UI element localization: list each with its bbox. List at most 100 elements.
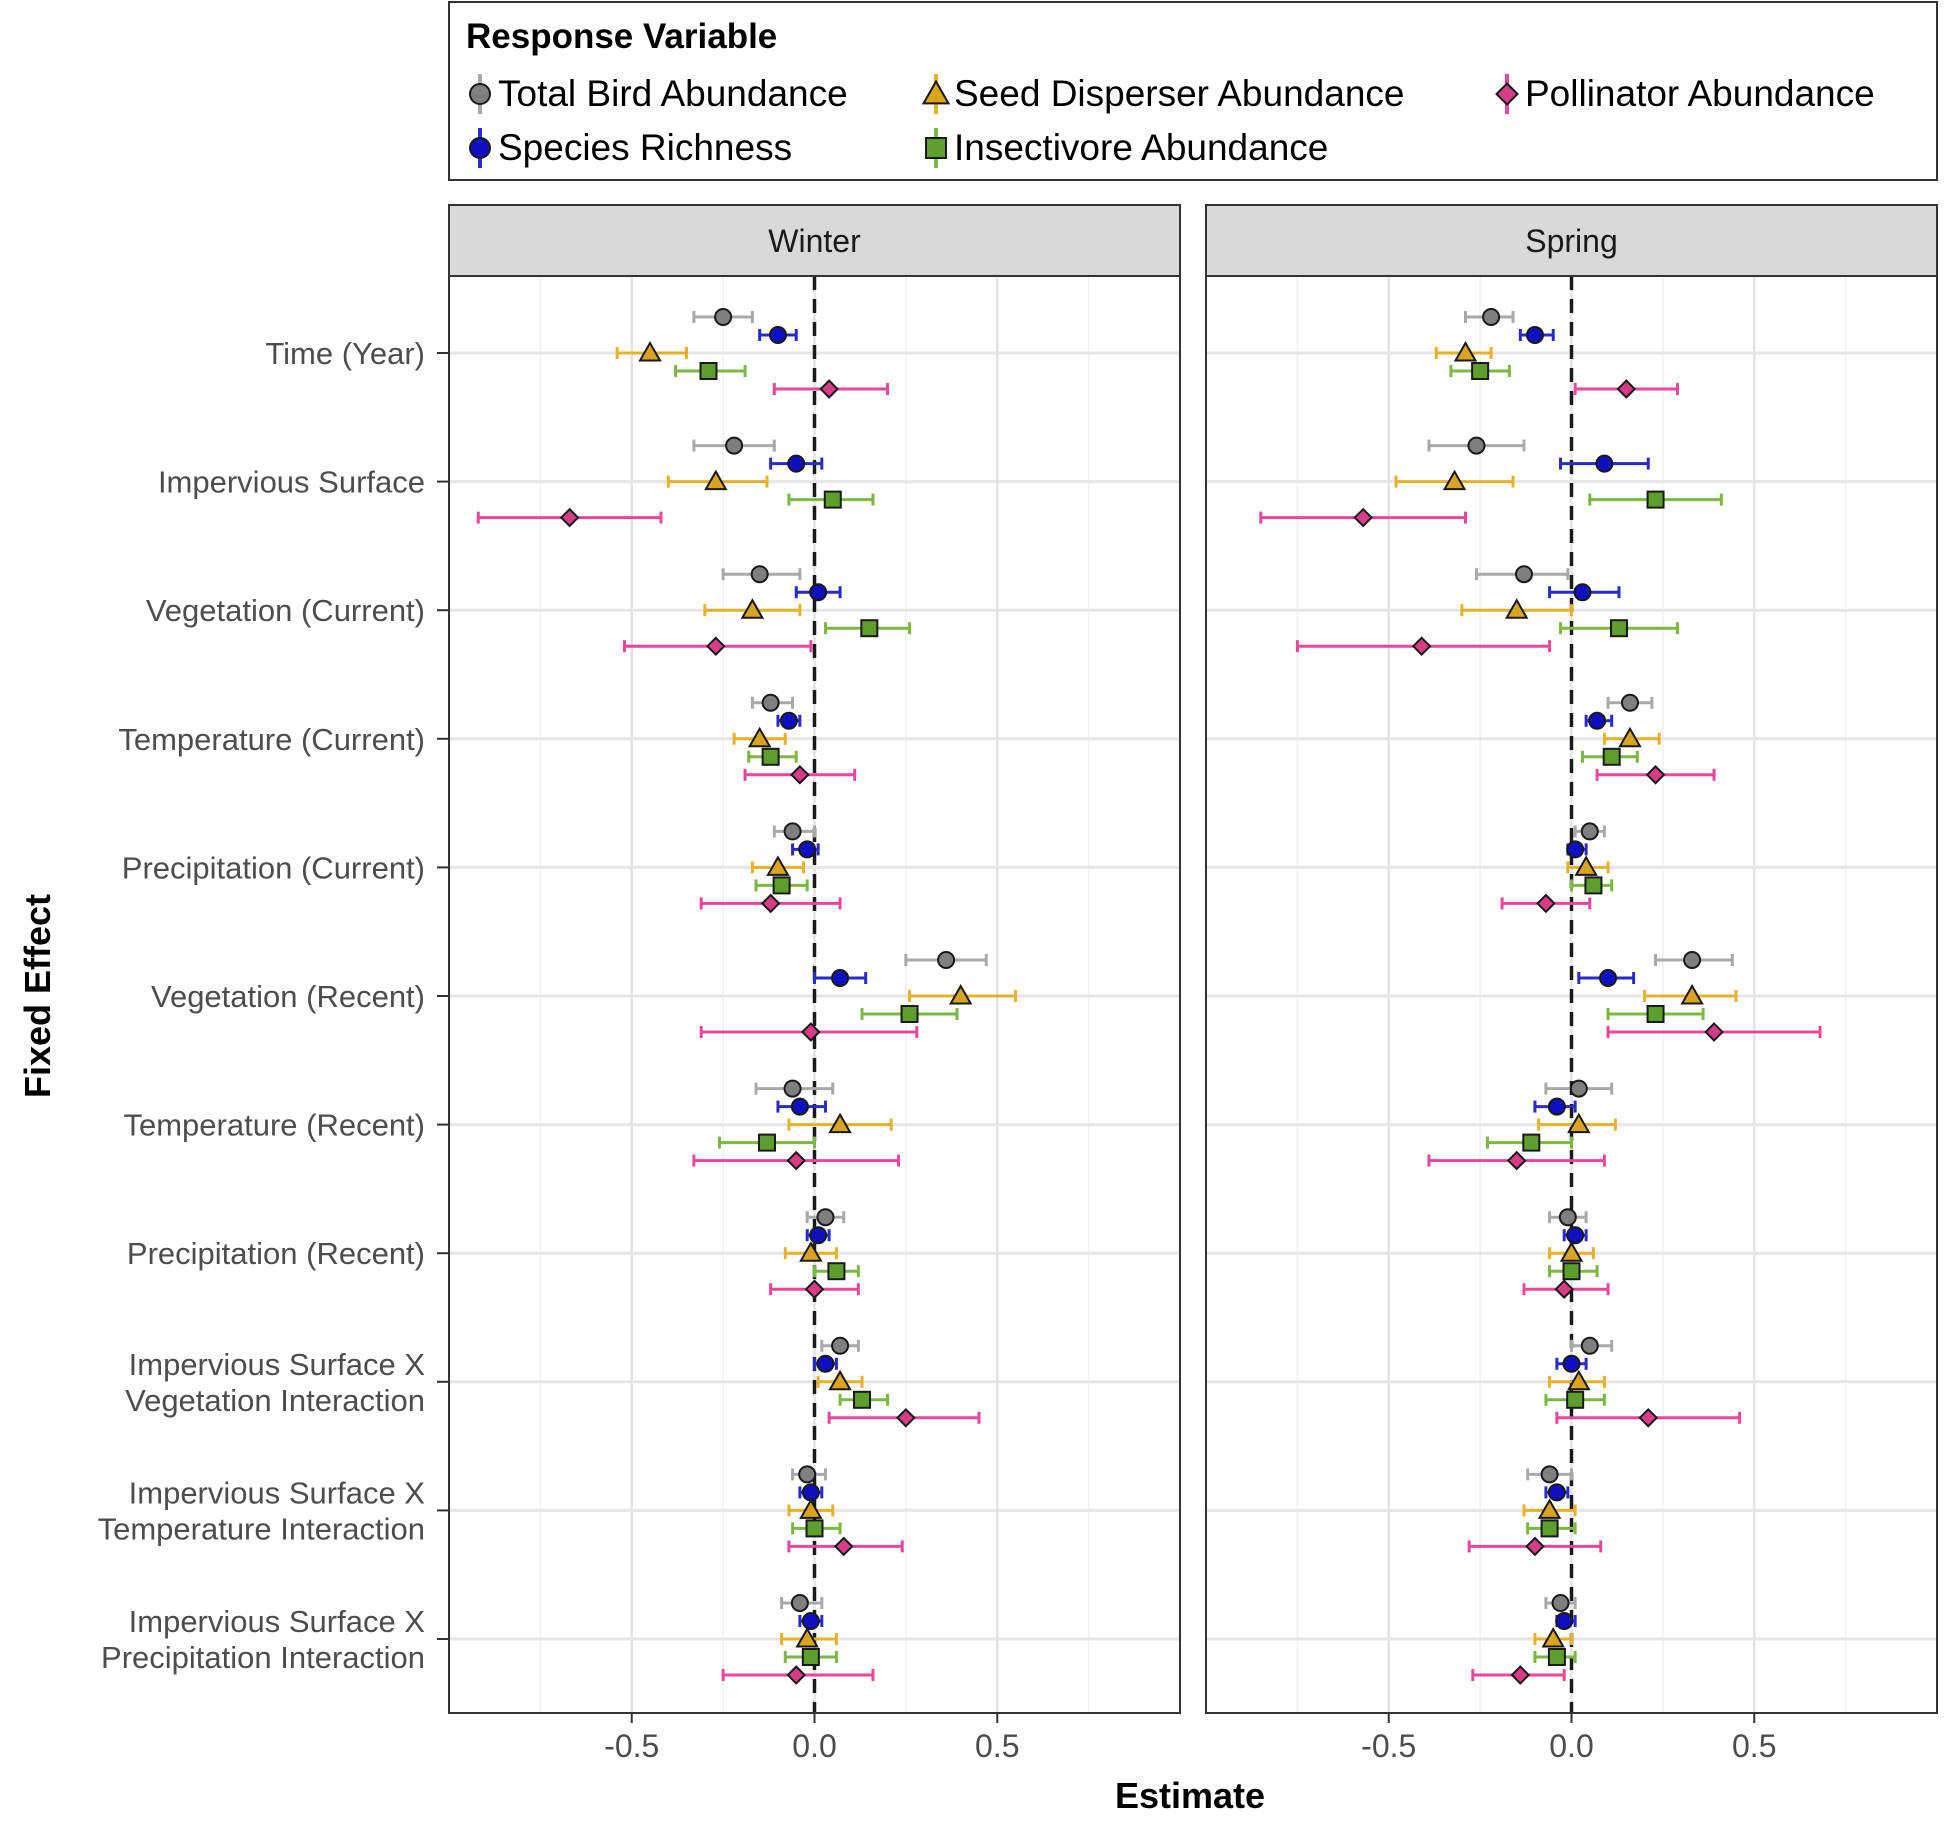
point-insectivore-abundance	[1566, 1390, 1585, 1409]
point-insectivore-abundance	[1540, 1519, 1559, 1538]
legend-entry-seed-disperser-abundance: Seed Disperser Abundance	[921, 73, 1404, 114]
point-total-bird-abundance	[790, 1594, 809, 1612]
point-seed-disperser-abundance	[1567, 1369, 1591, 1391]
legend-key-circle	[469, 137, 491, 159]
point-species-richness	[768, 326, 787, 344]
point-pollinator-abundance	[896, 1407, 916, 1428]
series-total-bird-abundance	[1427, 308, 1734, 1612]
panels: Winter Spring	[448, 204, 1938, 1714]
point-seed-disperser-abundance	[747, 726, 772, 748]
point-insectivore-abundance	[900, 1005, 919, 1023]
series-insectivore-abundance	[674, 362, 959, 1666]
series-pollinator-abundance	[1259, 379, 1822, 1685]
point-seed-disperser-abundance	[740, 598, 765, 619]
point-insectivore-abundance	[1602, 747, 1621, 766]
point-species-richness	[790, 1097, 809, 1116]
point-seed-disperser-abundance	[1453, 340, 1478, 362]
point-seed-disperser-abundance	[766, 855, 790, 876]
point-pollinator-abundance	[801, 1022, 821, 1042]
point-insectivore-abundance	[823, 490, 842, 509]
point-species-richness	[787, 454, 806, 473]
x-tick-label: -0.5	[604, 1728, 659, 1764]
point-pollinator-abundance	[786, 1665, 807, 1685]
point-total-bird-abundance	[1467, 436, 1486, 455]
point-seed-disperser-abundance	[1541, 1626, 1565, 1648]
series-seed-disperser-abundance	[615, 340, 1018, 1648]
point-pollinator-abundance	[1554, 1279, 1575, 1300]
point-seed-disperser-abundance	[638, 340, 662, 362]
point-seed-disperser-abundance	[799, 1498, 823, 1519]
point-insectivore-abundance	[1646, 490, 1665, 509]
legend-entry-pollinator-abundance: Pollinator Abundance	[1495, 73, 1875, 114]
point-insectivore-abundance	[1471, 362, 1490, 380]
y-tick-label: Vegetation (Recent)	[151, 979, 425, 1014]
x-tick-label: 0.5	[975, 1728, 1019, 1764]
point-total-bird-abundance	[1569, 1079, 1588, 1098]
point-insectivore-abundance	[860, 619, 879, 638]
point-insectivore-abundance	[1522, 1133, 1541, 1152]
y-tick-label-line: Vegetation Interaction	[125, 1383, 425, 1418]
point-total-bird-abundance	[1514, 565, 1533, 584]
point-species-richness	[1595, 454, 1614, 473]
legend-key-diamond	[1495, 82, 1519, 106]
point-species-richness	[1547, 1483, 1566, 1502]
point-insectivore-abundance	[1610, 619, 1629, 638]
legend-label: Pollinator Abundance	[1525, 73, 1875, 114]
x-axis-label: Estimate	[1115, 1775, 1265, 1816]
point-total-bird-abundance	[1482, 308, 1501, 326]
point-total-bird-abundance	[1580, 822, 1599, 841]
y-tick-label-line: Impervious Surface X	[129, 1604, 426, 1639]
legend-key-square	[925, 137, 947, 159]
legend: Response Variable Total Bird Abundance See…	[448, 1, 1938, 181]
point-total-bird-abundance	[783, 1079, 802, 1098]
y-tick-label: Temperature (Recent)	[123, 1108, 425, 1143]
point-total-bird-abundance	[714, 308, 733, 326]
y-axis-label: Fixed Effect	[17, 894, 58, 1098]
panel-spring: Spring	[1205, 204, 1938, 1714]
point-species-richness	[1588, 711, 1607, 730]
point-insectivore-abundance	[801, 1648, 820, 1666]
series-species-richness	[1518, 326, 1650, 1630]
point-seed-disperser-abundance	[795, 1626, 819, 1648]
panel-strip	[448, 204, 1181, 277]
y-tick-label-line: Temperature Interaction	[98, 1511, 425, 1546]
point-pollinator-abundance	[833, 1536, 854, 1557]
panel-winter: Winter	[448, 204, 1181, 1714]
point-pollinator-abundance	[1645, 764, 1666, 785]
point-total-bird-abundance	[1551, 1594, 1570, 1612]
y-tick-label: Impervious Surface	[158, 465, 425, 500]
point-seed-disperser-abundance	[799, 1241, 823, 1262]
x-tick-label: 0.5	[1732, 1728, 1776, 1764]
y-tick-label: Precipitation (Recent)	[127, 1236, 425, 1271]
x-tick-label: 0.0	[1549, 1728, 1593, 1764]
legend-label: Insectivore Abundance	[954, 127, 1328, 168]
y-tick-label: Impervious Surface X Precipitation Intera…	[101, 1604, 425, 1675]
point-pollinator-abundance	[706, 636, 726, 657]
y-axis: Time (Year) Impervious Surface Vegetation …	[98, 336, 449, 1675]
y-tick-label: Precipitation (Current)	[122, 850, 425, 885]
point-pollinator-abundance	[1510, 1665, 1531, 1685]
y-tick-label-line: Impervious Surface X	[129, 1475, 426, 1510]
point-seed-disperser-abundance	[1567, 1112, 1591, 1134]
series-insectivore-abundance	[1449, 362, 1723, 1666]
point-total-bird-abundance	[783, 822, 802, 841]
point-pollinator-abundance	[559, 507, 580, 528]
point-species-richness	[1599, 969, 1618, 987]
point-pollinator-abundance	[1525, 1536, 1545, 1557]
point-insectivore-abundance	[1562, 1262, 1581, 1281]
point-insectivore-abundance	[699, 362, 718, 380]
series-pollinator-abundance	[476, 379, 981, 1685]
y-tick-label: Temperature (Current)	[118, 722, 425, 757]
point-total-bird-abundance	[937, 951, 956, 969]
point-species-richness	[801, 1612, 820, 1630]
point-seed-disperser-abundance	[1618, 726, 1642, 748]
point-insectivore-abundance	[1584, 876, 1603, 895]
point-species-richness	[831, 969, 850, 987]
point-insectivore-abundance	[757, 1133, 776, 1152]
point-seed-disperser-abundance	[1504, 598, 1529, 619]
x-tick-label: -0.5	[1361, 1728, 1416, 1764]
x-tick-label: 0.0	[792, 1728, 836, 1764]
point-pollinator-abundance	[804, 1279, 825, 1300]
point-species-richness	[1547, 1097, 1566, 1116]
